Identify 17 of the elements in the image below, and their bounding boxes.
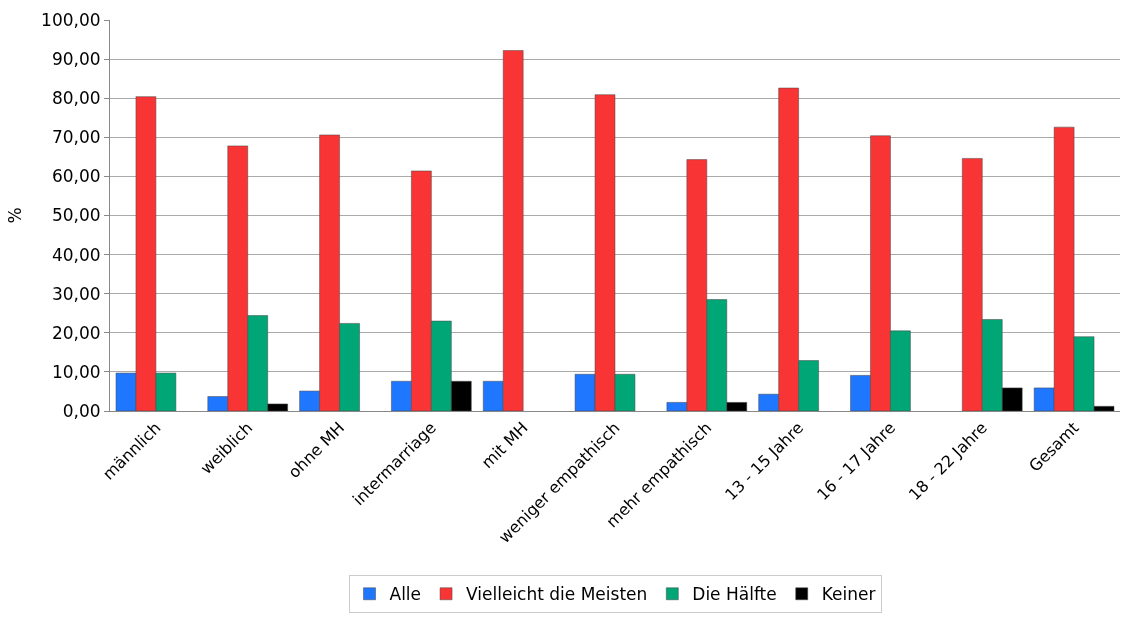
y-tick-label: 90,00 (51, 49, 101, 70)
y-tick-label: 50,00 (51, 205, 101, 226)
y-tick-label: 70,00 (51, 127, 101, 148)
legend-label: Vielleicht die Meisten (466, 584, 648, 605)
y-axis-title: % (4, 207, 25, 224)
y-tick-label: 0,00 (62, 400, 101, 421)
legend-label: Die Hälfte (692, 584, 777, 605)
legend-label: Alle (389, 584, 422, 605)
legend-label: Keiner (821, 584, 876, 605)
y-tick-label: 60,00 (51, 166, 101, 187)
y-tick-label: 100,00 (41, 9, 101, 30)
y-tick-label: 20,00 (51, 322, 101, 343)
y-tick-label: 40,00 (51, 244, 101, 265)
y-tick-label: 30,00 (51, 283, 101, 304)
y-tick-label: 80,00 (51, 88, 101, 109)
y-tick-label: 10,00 (51, 361, 101, 382)
x-tick-label: mit MH (477, 418, 532, 473)
